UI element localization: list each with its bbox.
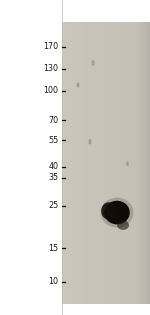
Ellipse shape	[117, 220, 129, 230]
Bar	[62, 0, 150, 22]
Circle shape	[127, 162, 128, 166]
Ellipse shape	[100, 198, 134, 227]
Text: 25: 25	[48, 201, 59, 210]
Text: 100: 100	[44, 86, 59, 95]
Text: 70: 70	[48, 116, 59, 125]
Circle shape	[104, 203, 106, 206]
Circle shape	[92, 60, 94, 66]
Ellipse shape	[104, 201, 130, 224]
Text: 40: 40	[48, 162, 58, 171]
Ellipse shape	[101, 202, 116, 220]
Circle shape	[89, 140, 91, 144]
Text: 35: 35	[48, 173, 59, 182]
Text: 15: 15	[48, 243, 59, 253]
Text: 55: 55	[48, 136, 59, 145]
Text: 130: 130	[44, 64, 59, 73]
Text: 10: 10	[48, 277, 58, 286]
Text: 170: 170	[43, 42, 58, 51]
Bar	[62, 304, 150, 315]
Circle shape	[77, 83, 79, 87]
